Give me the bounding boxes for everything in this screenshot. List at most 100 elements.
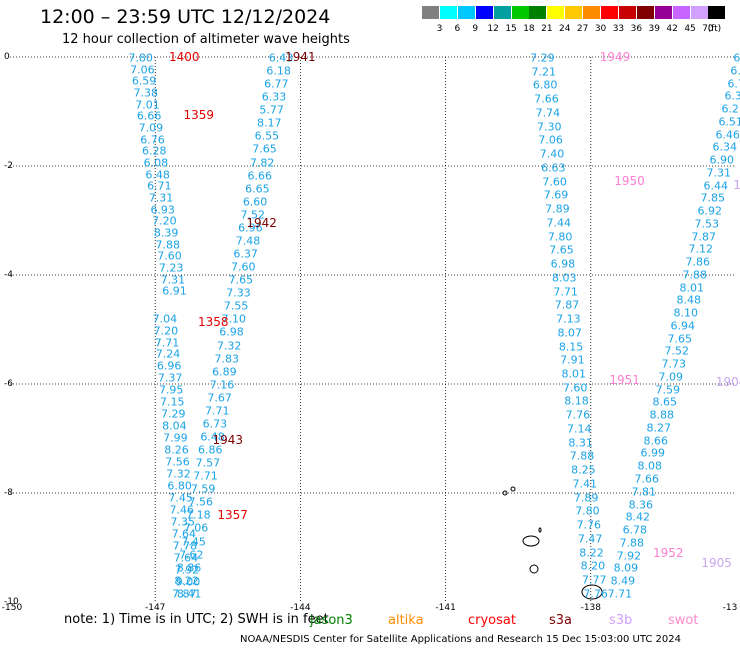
wave-height-value: 6.98	[219, 325, 244, 339]
wave-height-value: 7.41	[572, 477, 597, 491]
wave-height-value: 6.93	[150, 203, 175, 217]
wave-height-value: 8.86	[176, 561, 202, 575]
wave-height-value: 8.07	[557, 326, 582, 340]
wave-height-value: 7.88	[682, 268, 707, 282]
wave-height-value: 9.00	[175, 575, 201, 589]
wave-height-value: 7.06	[183, 521, 209, 535]
wave-height-value: 6.44	[703, 179, 728, 193]
wave-height-value: 7.99	[163, 431, 188, 445]
wave-height-value: 7.59	[190, 482, 216, 496]
wave-height-value: 7.77	[582, 573, 607, 587]
wave-height-value: 7.44	[546, 216, 572, 230]
wave-height-value: 7.18	[186, 508, 211, 522]
wave-height-value: 6.28	[141, 144, 167, 158]
wave-height-value: 7.82	[249, 156, 275, 170]
wave-height-value: 7.33	[226, 286, 251, 300]
pass-time-label: 1359	[183, 108, 215, 123]
wave-height-value: 8.27	[646, 421, 672, 435]
wave-height-value: 7.45	[181, 535, 206, 549]
wave-height-value: 7.62	[179, 548, 204, 562]
y-tick-label: 0	[4, 52, 10, 62]
wave-height-value: 7.89	[545, 202, 570, 216]
wave-height-value: 7.85	[700, 191, 725, 205]
colorbar-label: 6	[454, 24, 461, 34]
wave-height-value: 7.15	[159, 395, 185, 409]
wave-height-value: 8.36	[628, 498, 654, 512]
colorbar-swatch	[457, 6, 475, 19]
wave-height-value: 8.65	[652, 395, 678, 409]
pass-time-label: 1905	[701, 555, 732, 570]
y-tick-label: -4	[4, 270, 13, 280]
wave-height-value: 7.86	[685, 255, 710, 269]
x-tick-label: -141	[435, 603, 456, 613]
y-tick-label: -10	[4, 597, 19, 607]
island-outline	[502, 490, 508, 496]
colorbar-label: 3	[436, 24, 443, 34]
pass-time-label: 1904	[715, 375, 740, 390]
colorbar-label: 18	[523, 24, 535, 34]
wave-height-value: 6.98	[550, 257, 576, 271]
wave-height-value: 6.80	[167, 479, 192, 493]
wave-height-value: 7.60	[542, 175, 567, 189]
colorbar-swatch	[672, 6, 690, 19]
wave-height-value: 6.99	[640, 446, 666, 460]
colorbar-swatch	[618, 6, 636, 19]
wave-height-value: 6.21	[721, 102, 740, 116]
wave-height-value: 7.10	[221, 312, 247, 326]
wave-height-value: 7.12	[688, 242, 713, 256]
pass-time-label: 19	[733, 177, 740, 192]
wave-height-value: 7.76	[565, 408, 591, 422]
colorbar-swatch	[601, 6, 618, 19]
wave-height-value: 6.46	[715, 128, 740, 142]
island-outline	[529, 564, 539, 574]
wave-height-value: 7.32	[166, 467, 191, 481]
y-tick-label: -2	[4, 161, 13, 171]
wave-height-value: 6.99	[730, 64, 740, 78]
wave-height-value: 7.71	[205, 404, 230, 418]
wave-height-value: 8.20	[580, 559, 606, 573]
wave-height-value: 7.37	[157, 371, 183, 385]
wave-height-value: 6.86	[197, 443, 223, 457]
wave-height-value: 7.09	[138, 121, 164, 135]
wave-height-value: 7.31	[148, 191, 174, 205]
wave-height-value: 6.66	[247, 169, 273, 183]
wave-height-value: 8.04	[162, 419, 187, 433]
wave-height-value: 7.38	[133, 86, 159, 100]
wave-height-value: 7.60	[231, 260, 256, 274]
wave-height-value: 6.48	[145, 168, 170, 182]
wave-height-value: 7.09	[658, 370, 684, 384]
wave-height-value: 7.14	[567, 422, 592, 436]
wave-height-value: 5.77	[259, 103, 284, 117]
colorbar-swatch	[529, 6, 547, 19]
wave-height-value: 6.94	[670, 319, 696, 333]
pass-time-label: 1952	[652, 545, 684, 560]
colorbar-swatch	[475, 6, 493, 19]
wave-height-value: 6.91	[162, 284, 187, 298]
pass-time-label: 1943	[212, 432, 244, 447]
pass-time-label: 1949	[599, 50, 631, 64]
pass-time-label: 1357	[217, 507, 248, 522]
wave-height-value: 6.89	[212, 365, 237, 379]
plot-area: 7.80 7.06 6.59 7.38 7.01 6.66 7.09 6.76 6.28 6.08…	[10, 51, 740, 605]
colorbar-swatch	[583, 6, 601, 19]
wave-height-value: 6.37	[233, 247, 258, 261]
wave-height-value: 7.46	[169, 503, 194, 517]
wave-height-value: 7.13	[556, 312, 581, 326]
colorbar-swatch	[493, 6, 511, 19]
wave-height-value: 8.17	[256, 116, 282, 130]
wave-height-value: 6.59	[131, 74, 157, 88]
wave-height-value: 7.32	[216, 339, 242, 353]
wave-height-value: 7.71	[607, 587, 633, 601]
wave-height-value: 8.22	[174, 574, 199, 588]
wave-height-value: 7.24	[155, 347, 181, 361]
wave-height-value: 7.53	[694, 217, 719, 231]
wave-height-value: 7.65	[667, 332, 693, 346]
wave-height-value: 6.71	[147, 179, 172, 193]
wave-height-value: 6.43	[268, 51, 294, 65]
x-tick-label: -147	[144, 603, 166, 613]
wave-height-value: 8.31	[568, 436, 593, 450]
colorbar-label: 70	[702, 24, 714, 34]
wave-height-value: 7.21	[531, 65, 557, 79]
pass-time-label: 1400	[168, 50, 200, 64]
wave-height-value: 7.71	[193, 469, 218, 483]
